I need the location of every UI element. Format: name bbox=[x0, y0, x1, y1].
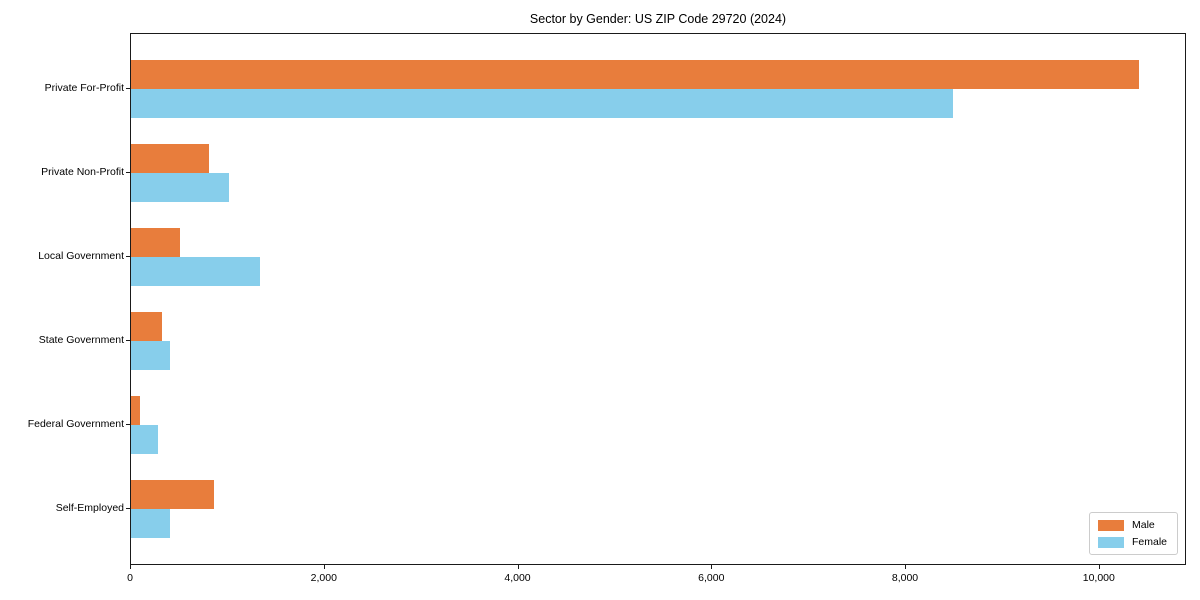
xtick-mark-8000 bbox=[905, 565, 906, 569]
legend-entry-male: Male bbox=[1097, 519, 1167, 531]
xtick-label-10000: 10,000 bbox=[1082, 572, 1115, 584]
ytick-mark-private-for-profit bbox=[126, 88, 130, 89]
ytick-label-federal-government: Federal Government bbox=[27, 418, 124, 430]
bar-female-federal-government bbox=[131, 425, 159, 454]
ytick-label-private-for-profit: Private For-Profit bbox=[44, 82, 124, 94]
legend-entry-female: Female bbox=[1097, 536, 1167, 548]
xtick-mark-0 bbox=[130, 565, 131, 569]
ytick-mark-federal-government bbox=[126, 424, 130, 425]
ytick-mark-local-government bbox=[126, 256, 130, 257]
bar-male-local-government bbox=[131, 228, 180, 257]
ytick-label-private-non-profit: Private Non-Profit bbox=[41, 166, 124, 178]
xtick-label-8000: 8,000 bbox=[891, 572, 919, 584]
bar-female-self-employed bbox=[131, 509, 170, 538]
xtick-mark-10000 bbox=[1098, 565, 1100, 569]
bar-female-private-non-profit bbox=[131, 173, 229, 202]
bar-female-local-government bbox=[131, 257, 260, 286]
legend-swatch-female bbox=[1097, 536, 1124, 548]
bar-male-state-government bbox=[131, 312, 162, 341]
bar-female-private-for-profit bbox=[131, 89, 953, 118]
legend-swatch-male bbox=[1097, 519, 1124, 531]
ytick-label-local-government: Local Government bbox=[38, 250, 124, 262]
ytick-label-self-employed: Self-Employed bbox=[55, 502, 124, 514]
ytick-mark-state-government bbox=[126, 340, 130, 341]
plot-area bbox=[130, 33, 1186, 565]
ytick-mark-private-non-profit bbox=[126, 172, 130, 173]
bar-male-federal-government bbox=[131, 396, 140, 425]
xtick-mark-6000 bbox=[711, 565, 713, 569]
bar-male-self-employed bbox=[131, 480, 215, 509]
bar-female-state-government bbox=[131, 341, 170, 370]
ytick-mark-self-employed bbox=[126, 508, 130, 509]
chart-title: Sector by Gender: US ZIP Code 29720 (202… bbox=[529, 12, 787, 26]
legend-label-female: Female bbox=[1131, 536, 1167, 548]
legend: Male Female bbox=[1088, 512, 1178, 555]
bar-male-private-non-profit bbox=[131, 144, 209, 173]
xtick-label-0: 0 bbox=[127, 572, 133, 584]
xtick-mark-2000 bbox=[323, 565, 325, 569]
xtick-label-4000: 4,000 bbox=[504, 572, 531, 584]
ytick-label-state-government: State Government bbox=[38, 334, 124, 346]
bar-male-private-for-profit bbox=[131, 60, 1139, 89]
xtick-mark-4000 bbox=[517, 565, 519, 569]
xtick-label-2000: 2,000 bbox=[310, 572, 337, 584]
xtick-label-6000: 6,000 bbox=[698, 572, 725, 584]
legend-label-male: Male bbox=[1131, 519, 1155, 531]
